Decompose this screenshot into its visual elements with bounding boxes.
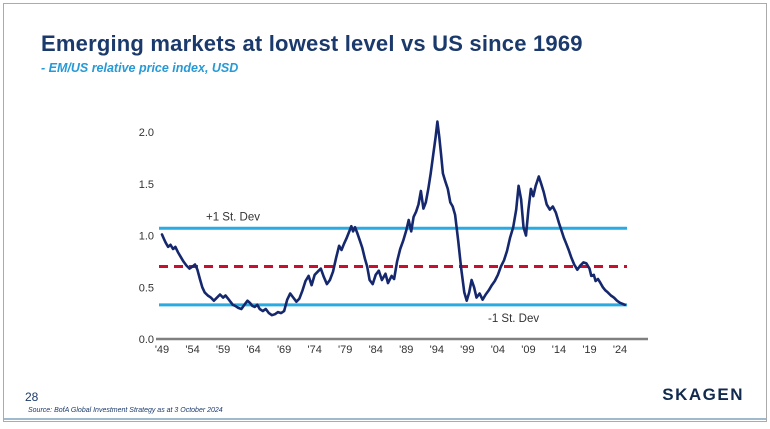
- x-tick-label: '09: [521, 344, 535, 356]
- source-note: Source: BofA Global Investment Strategy …: [28, 407, 223, 414]
- page-subtitle: - EM/US relative price index, USD: [41, 61, 239, 75]
- x-tick-label: '04: [491, 344, 505, 356]
- x-tick-label: '49: [155, 344, 169, 356]
- em-us-series-line: [160, 120, 627, 317]
- y-tick-label: 1.0: [139, 231, 154, 243]
- y-tick-label: 1.5: [139, 179, 154, 191]
- x-tick-label: '59: [216, 344, 230, 356]
- x-tick-label: '79: [338, 344, 352, 356]
- x-tick-label: '99: [460, 344, 474, 356]
- x-tick-label: '24: [613, 344, 627, 356]
- footer-divider: [4, 418, 766, 420]
- skagen-logo: SKAGEN: [662, 385, 744, 404]
- x-tick-label: '14: [552, 344, 566, 356]
- x-tick-label: '64: [246, 344, 260, 356]
- x-tick-label: '89: [399, 344, 413, 356]
- x-tick-label: '74: [308, 344, 322, 356]
- plus1-stdev-label: +1 St. Dev: [206, 211, 260, 223]
- x-tick-label: '19: [582, 344, 596, 356]
- page-title: Emerging markets at lowest level vs US s…: [41, 31, 583, 56]
- y-tick-label: 0.5: [139, 282, 154, 294]
- x-tick-label: '69: [277, 344, 291, 356]
- page-number: 28: [25, 390, 39, 404]
- x-tick-label: '54: [185, 344, 199, 356]
- y-tick-label: 2.0: [139, 127, 154, 139]
- x-tick-label: '84: [369, 344, 383, 356]
- minus1-stdev-label: -1 St. Dev: [488, 313, 539, 325]
- slide: Emerging markets at lowest level vs US s…: [3, 3, 767, 422]
- x-tick-label: '94: [430, 344, 444, 356]
- y-tick-label: 0.0: [139, 334, 154, 346]
